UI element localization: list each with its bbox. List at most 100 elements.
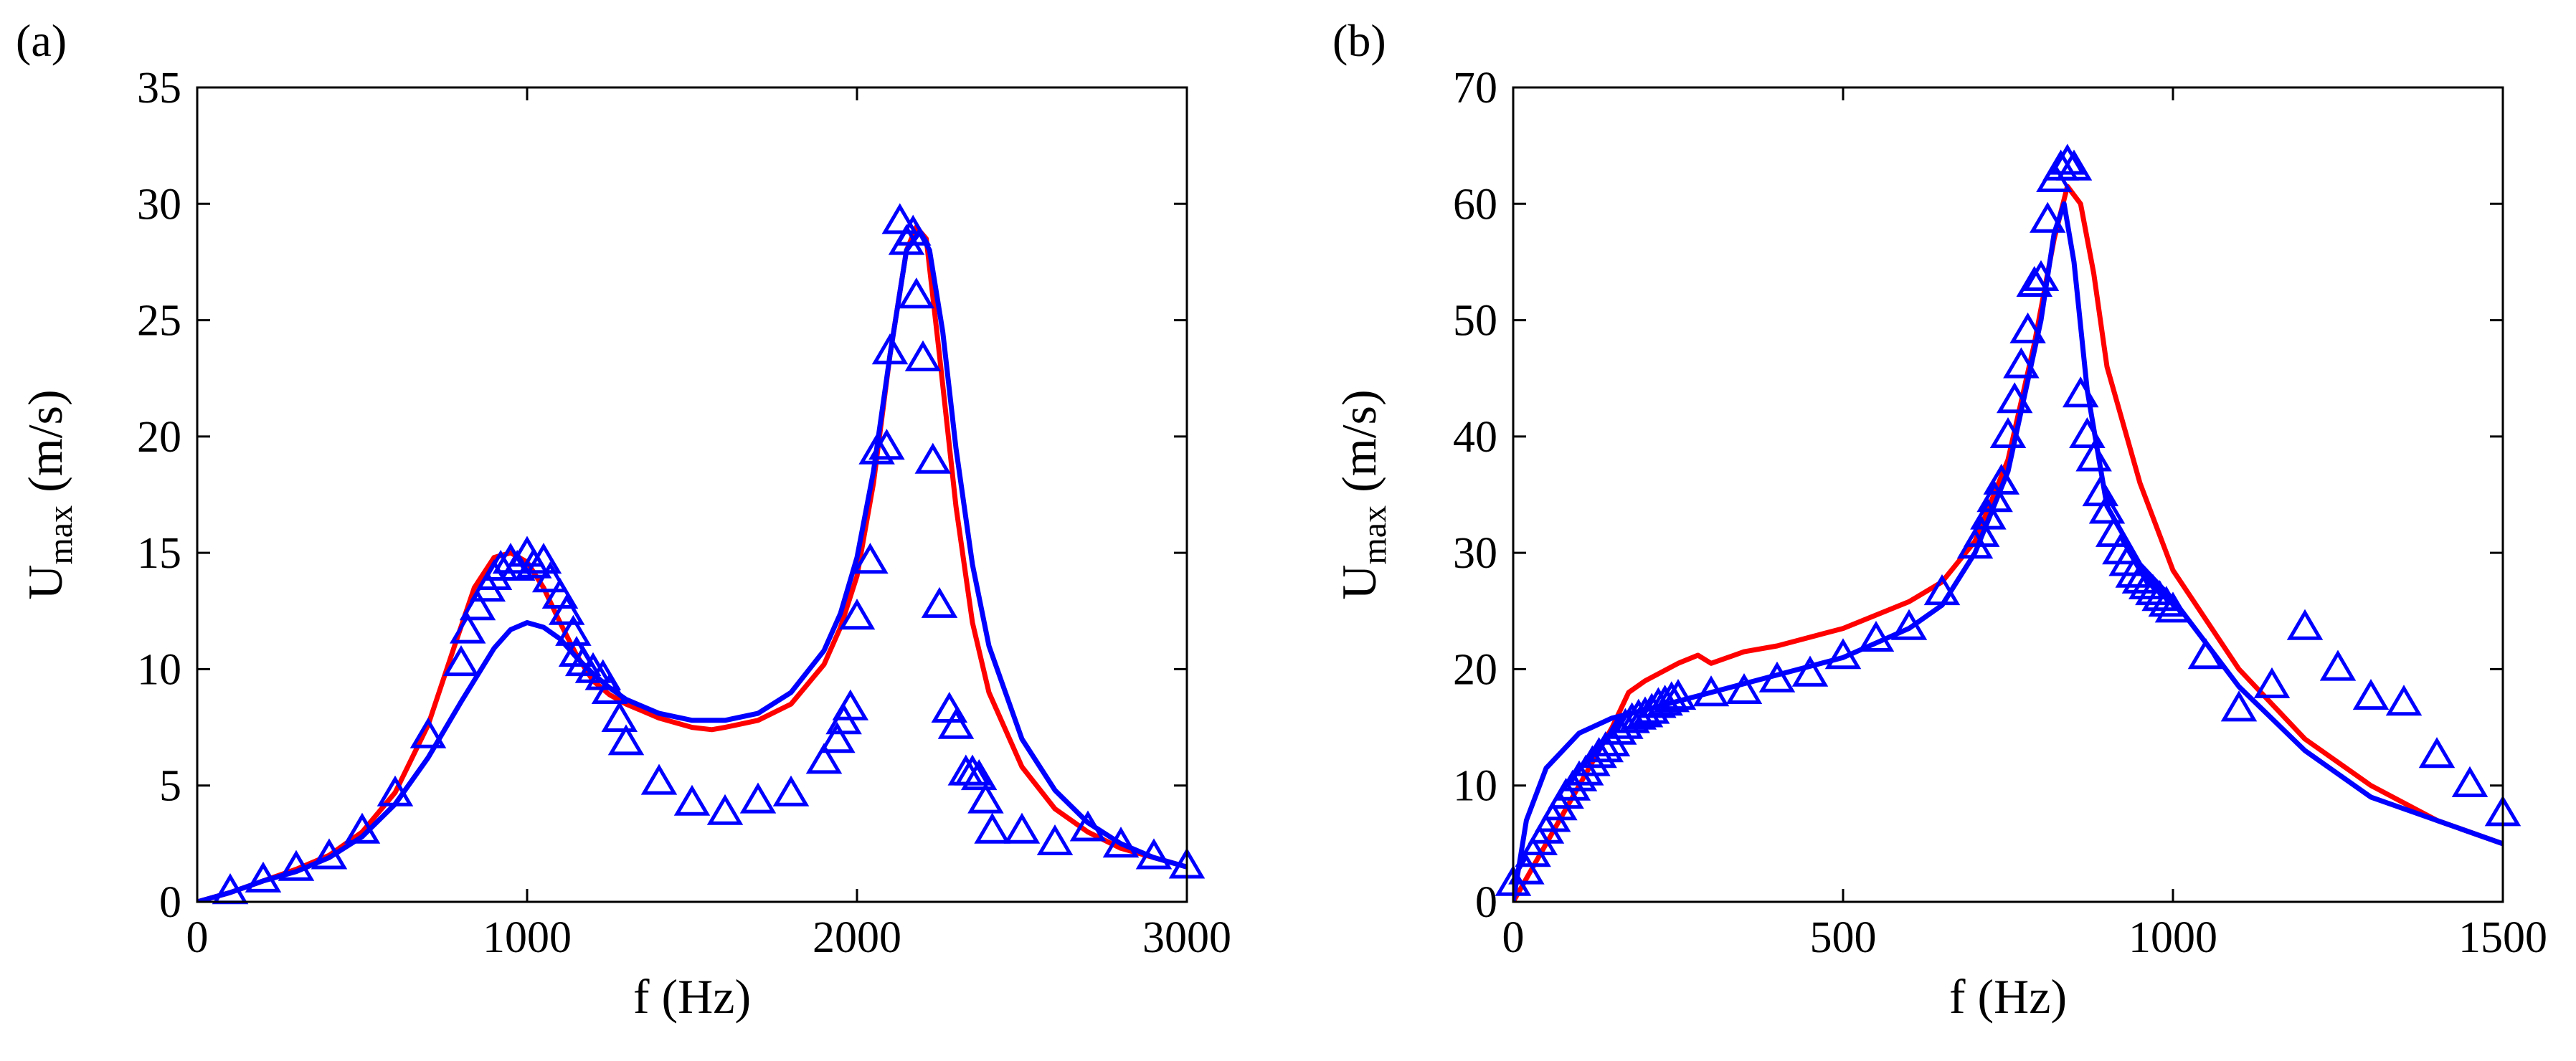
data-point-marker — [914, 442, 952, 474]
data-point-marker — [2154, 591, 2192, 623]
data-point-marker — [548, 594, 585, 625]
data-point-marker — [739, 782, 777, 814]
data-point-marker — [1989, 417, 2027, 448]
data-point-marker — [1758, 661, 1796, 693]
data-point-marker — [838, 599, 876, 630]
data-point-marker — [2148, 586, 2185, 617]
data-point-marker — [2016, 265, 2053, 297]
panel-label: (b) — [1332, 15, 1386, 66]
data-point-marker — [2062, 376, 2099, 408]
data-point-marker — [2319, 650, 2357, 681]
plot-area — [1513, 184, 2503, 902]
data-point-marker — [2075, 440, 2112, 472]
data-point-marker — [2352, 679, 2390, 710]
data-point-marker — [1647, 685, 1683, 716]
data-point-marker — [2187, 638, 2225, 670]
x-tick-label: 1000 — [2128, 913, 2217, 962]
blue-line — [197, 229, 1187, 902]
panel-b: (b) 0 500 1000 1500 0 10 20 30 40 50 60 70 f (Hz) Umax… — [1332, 15, 2547, 1024]
x-axis-title: f (Hz) — [633, 969, 751, 1024]
data-point-marker — [2088, 493, 2126, 524]
data-point-marker — [607, 724, 645, 756]
data-point-marker — [967, 782, 1004, 814]
data-point-marker — [2286, 609, 2324, 640]
red-line — [197, 224, 1187, 902]
data-point-marker — [1069, 810, 1107, 842]
data-point-marker — [2022, 260, 2060, 291]
data-point-marker — [1996, 382, 2033, 414]
x-tick-label: 1000 — [483, 913, 572, 962]
data-point-marker — [1890, 609, 1928, 640]
data-point-marker — [278, 850, 315, 881]
y-axis-symbol: U — [18, 565, 72, 600]
data-point-marker — [1963, 515, 2000, 547]
data-point-marker — [591, 672, 628, 704]
data-point-marker — [894, 214, 932, 246]
data-point-marker — [1659, 679, 1697, 710]
blue-line — [1513, 201, 2503, 902]
x-tick-label: 2000 — [813, 913, 901, 962]
x-axis-title: f (Hz) — [1949, 969, 2067, 1024]
data-point-marker — [871, 333, 909, 365]
red-line — [1513, 184, 2503, 902]
data-point-marker — [2121, 562, 2159, 594]
data-point-marker — [1983, 463, 2020, 495]
data-point-marker — [1508, 853, 1545, 885]
data-point-marker — [2128, 568, 2165, 599]
data-point-marker — [1976, 481, 2013, 513]
data-point-marker — [805, 743, 843, 774]
data-point-marker — [1923, 574, 1961, 606]
y-tick-label: 20 — [137, 413, 181, 462]
data-point-marker — [1653, 681, 1690, 713]
data-point-marker — [1791, 655, 1829, 687]
x-tick-label: 3000 — [1142, 913, 1231, 962]
data-point-marker — [832, 689, 869, 720]
data-point-marker — [2049, 143, 2086, 175]
data-point-marker — [852, 543, 889, 574]
data-point-marker — [868, 429, 905, 460]
y-tick-label: 35 — [137, 64, 181, 113]
data-point-marker — [2029, 201, 2066, 233]
data-point-marker — [2115, 556, 2152, 588]
data-point-marker — [2418, 737, 2456, 769]
data-point-marker — [1102, 827, 1140, 858]
data-point-marker — [1725, 672, 1763, 704]
y-tick-label: 50 — [1453, 297, 1497, 346]
data-point-marker — [954, 754, 991, 786]
data-point-marker — [1587, 731, 1624, 763]
y-tick-label: 5 — [159, 762, 181, 811]
y-tick-label: 30 — [1453, 529, 1497, 578]
y-axis-subscript: max — [1355, 505, 1393, 565]
data-point-marker — [2220, 690, 2258, 722]
data-point-marker — [1003, 812, 1041, 844]
data-point-marker — [459, 589, 496, 621]
data-point-marker — [409, 717, 447, 748]
data-point-marker — [601, 700, 638, 732]
data-point-marker — [706, 794, 744, 825]
data-point-marker — [1135, 838, 1173, 870]
y-tick-label: 15 — [137, 529, 181, 578]
data-point-marker — [2135, 574, 2172, 606]
x-tick-label: 500 — [1810, 913, 1877, 962]
y-tick-label: 25 — [137, 297, 181, 346]
data-point-marker — [492, 543, 529, 574]
axes-frame — [1512, 86, 2504, 903]
panel-a: (a) 0 1000 2000 3000 0 5 10 15 20 25 30 35 f (Hz) Umax… — [16, 15, 1231, 1024]
data-point-marker — [673, 784, 711, 816]
svg-text:Umax(m/s): Umax (m/s) — [18, 389, 80, 599]
data-point-marker — [1692, 675, 1730, 707]
data-point-marker — [1824, 638, 1862, 670]
x-tick-label: 0 — [1502, 913, 1525, 962]
y-tick-label: 30 — [137, 180, 181, 229]
data-point-marker — [640, 763, 678, 795]
y-tick-label: 10 — [137, 645, 181, 694]
data-point-marker — [772, 775, 810, 807]
data-point-marker — [1561, 760, 1598, 791]
data-point-marker — [311, 838, 348, 870]
data-point-marker — [960, 759, 998, 791]
data-point-marker — [937, 708, 975, 739]
data-point-marker — [2009, 312, 2046, 343]
x-tick-label: 0 — [186, 913, 209, 962]
panel-label: (a) — [16, 15, 67, 66]
